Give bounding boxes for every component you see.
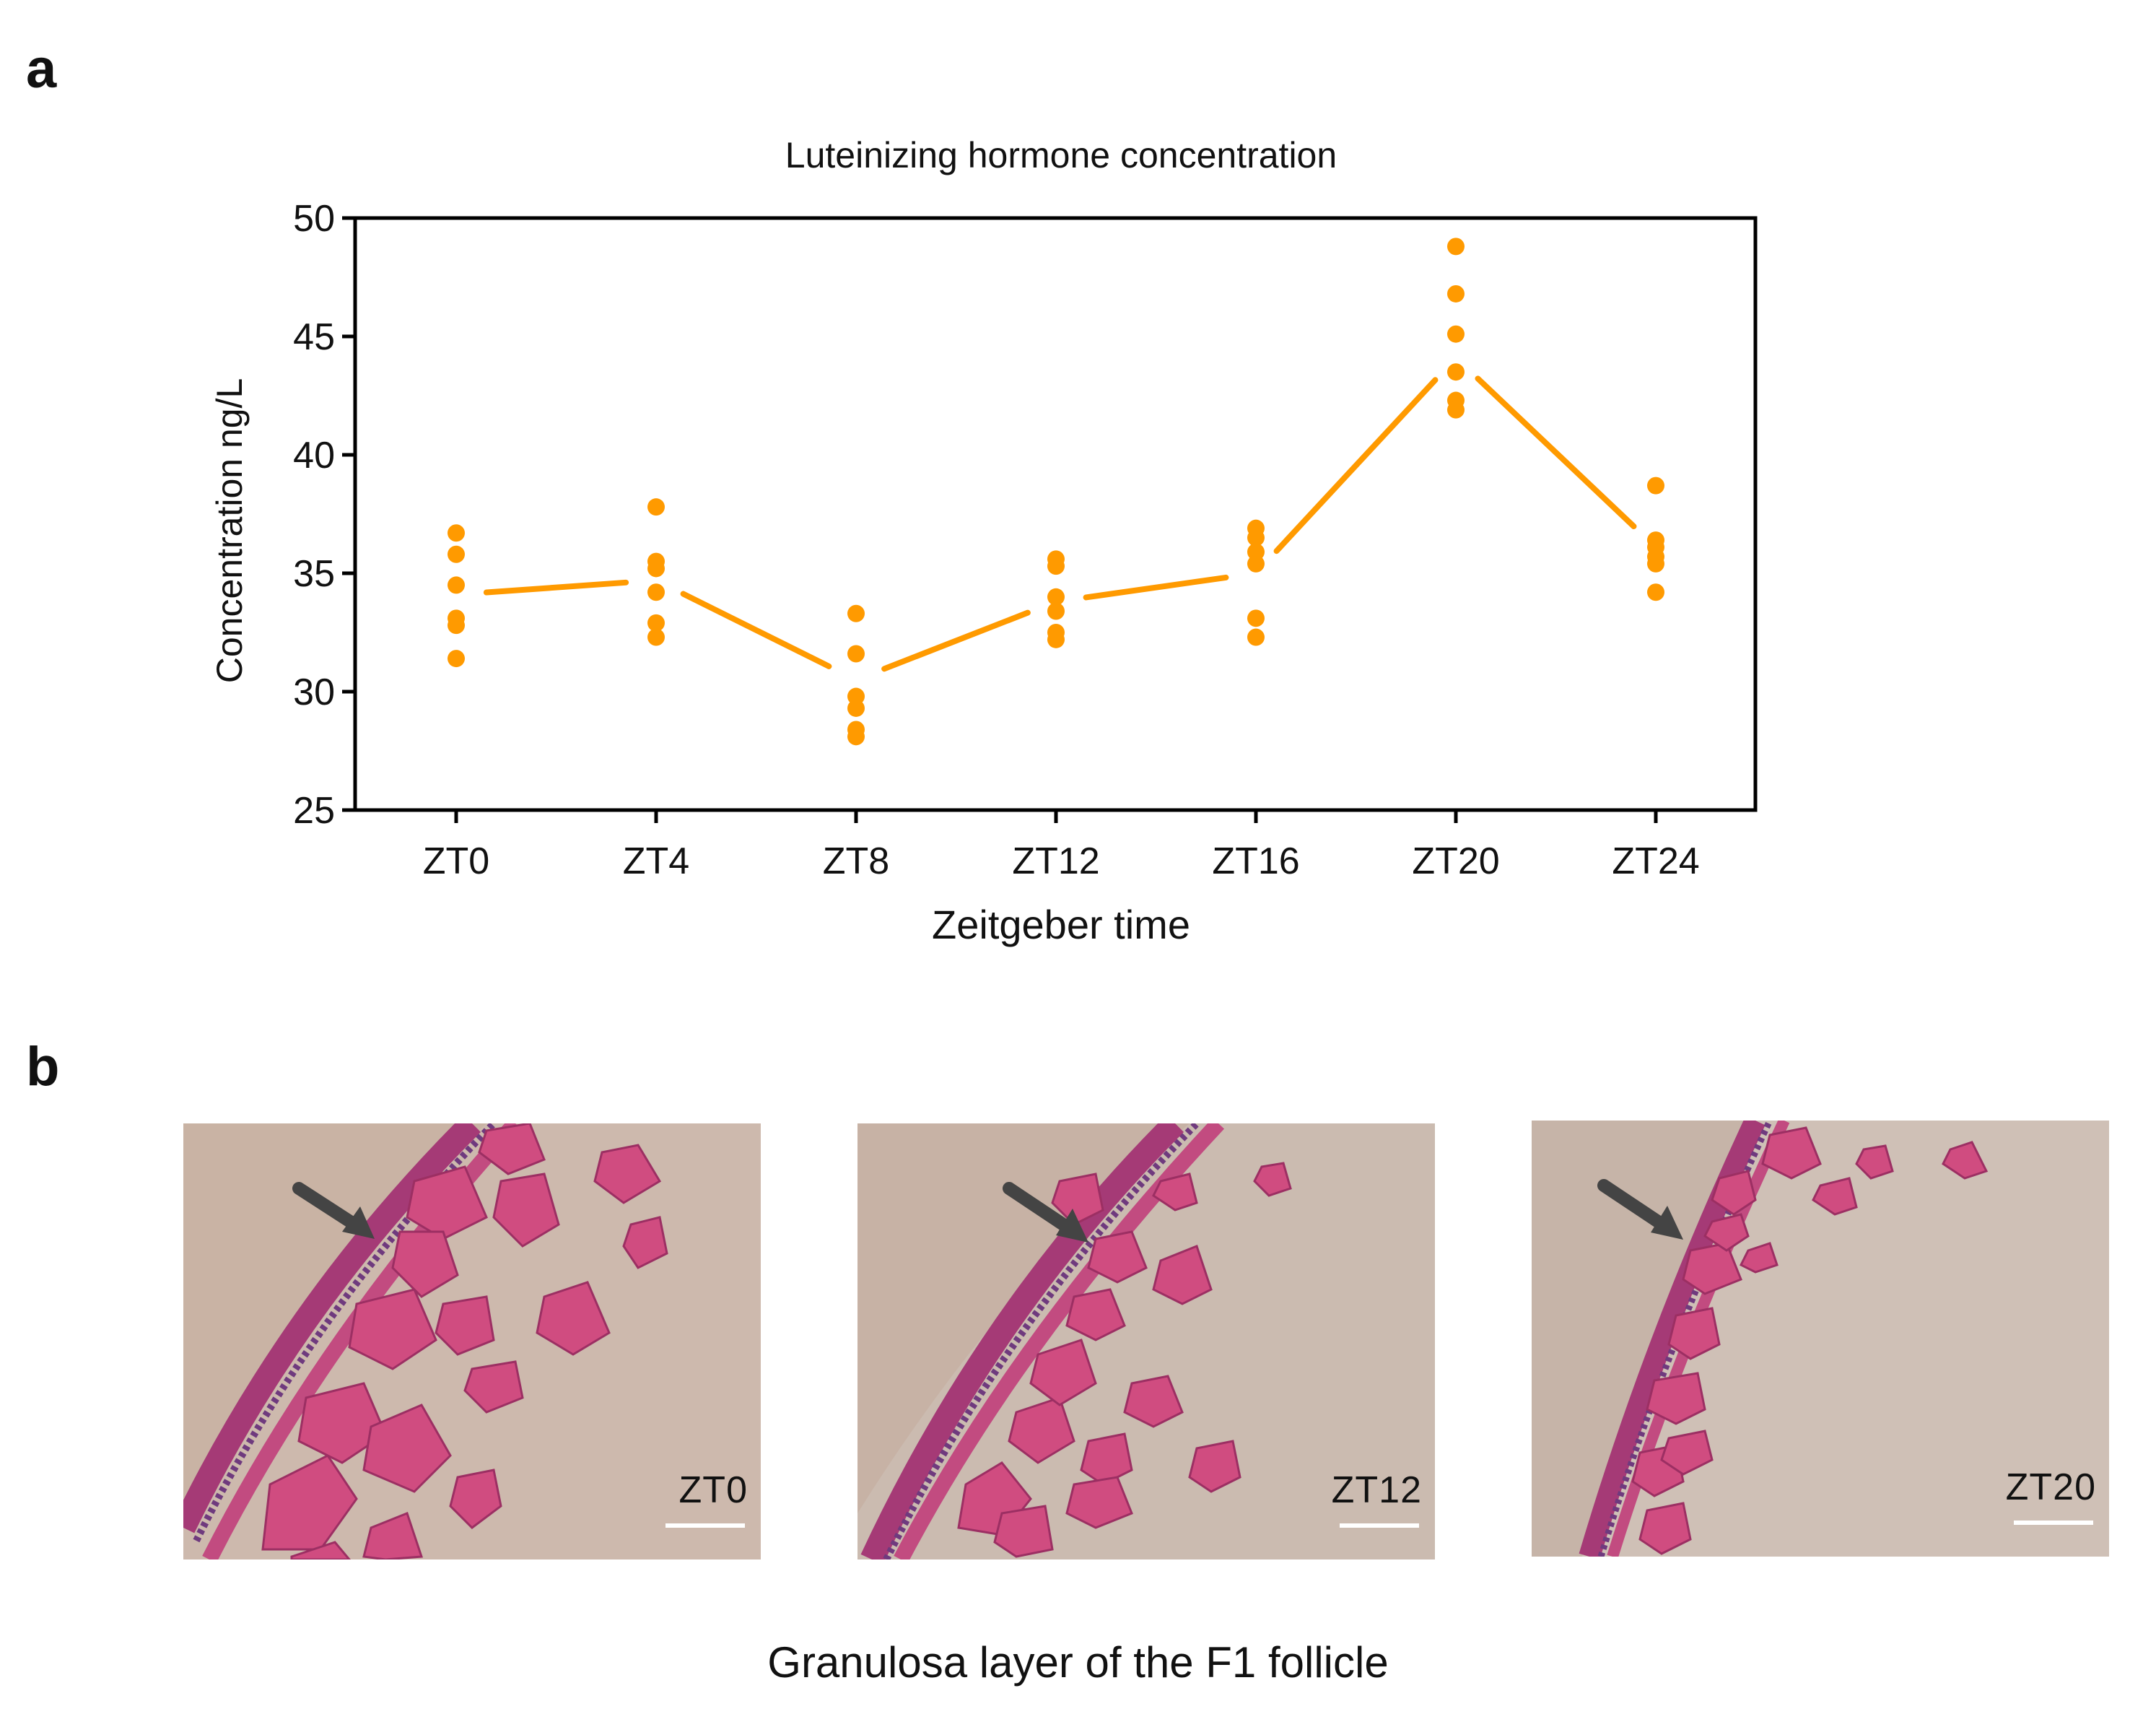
data-point — [1247, 628, 1265, 646]
micrograph-zt20: ZT20 — [1532, 1121, 2109, 1557]
y-tick-label: 30 — [293, 671, 335, 713]
data-point — [448, 545, 465, 563]
y-tick-label: 50 — [293, 198, 335, 240]
micrograph-label: ZT12 — [1331, 1469, 1422, 1511]
y-tick-label: 25 — [293, 790, 335, 832]
data-point — [847, 687, 865, 705]
data-points — [448, 238, 1664, 746]
y-tick-label: 40 — [293, 435, 335, 477]
figure-caption: Granulosa layer of the F1 follicle — [767, 1638, 1389, 1687]
x-tick-label: ZT16 — [1212, 840, 1299, 882]
data-point — [1247, 528, 1265, 547]
data-point — [1047, 602, 1065, 620]
x-tick-label: ZT4 — [623, 840, 689, 882]
mean-line-segment — [1273, 377, 1439, 554]
data-point — [847, 604, 865, 622]
micrograph-label: ZT20 — [2005, 1466, 2096, 1508]
plot-frame — [353, 216, 1758, 812]
data-point — [647, 583, 665, 601]
mean-line-segment — [1475, 375, 1637, 530]
data-point — [647, 628, 665, 646]
data-point — [1247, 554, 1265, 573]
x-tick-label: ZT24 — [1612, 840, 1699, 882]
mean-line-segment — [1083, 574, 1229, 601]
x-tick-label: ZT8 — [823, 840, 889, 882]
micrograph-image — [1532, 1121, 2109, 1557]
data-point — [448, 524, 465, 542]
x-tick-label: ZT0 — [423, 840, 489, 882]
micrograph-zt0: ZT0 — [183, 1123, 761, 1559]
y-axis-label: Concentration ng/L — [209, 378, 250, 684]
data-point — [448, 650, 465, 668]
chart-title: Luteinizing hormone concentration — [785, 135, 1337, 175]
data-point — [1447, 363, 1465, 381]
data-point — [1447, 401, 1465, 419]
mean-line-segment — [483, 579, 629, 596]
scale-bar — [665, 1523, 745, 1528]
data-point — [847, 728, 865, 746]
data-point — [1247, 609, 1265, 627]
data-point — [647, 560, 665, 578]
data-point — [1047, 588, 1065, 606]
data-point — [847, 645, 865, 663]
x-tick-label: ZT20 — [1412, 840, 1499, 882]
scale-bar — [1340, 1523, 1419, 1528]
micrograph-image — [857, 1123, 1435, 1559]
scale-bar — [2014, 1521, 2093, 1525]
data-point — [1047, 557, 1065, 575]
data-point — [448, 617, 465, 635]
data-point — [1647, 583, 1664, 601]
panel-b-label: b — [26, 1036, 60, 1097]
data-point — [647, 498, 665, 516]
micrograph-zt12: ZT12 — [857, 1123, 1435, 1559]
panel-a-label: a — [26, 38, 57, 100]
data-point — [1447, 238, 1465, 256]
micrograph-label: ZT0 — [678, 1469, 748, 1511]
data-point — [847, 699, 865, 717]
data-point — [1247, 543, 1265, 561]
data-point — [1447, 284, 1465, 303]
data-point — [448, 576, 465, 594]
x-axis-label: Zeitgeber time — [932, 902, 1190, 947]
mean-line-segment — [881, 609, 1031, 672]
mean-line-segment — [680, 591, 832, 669]
micrograph-image — [183, 1123, 761, 1559]
mean-lines — [483, 375, 1637, 672]
chart-area: Luteinizing hormone concentration Concen… — [209, 135, 1758, 947]
x-tick-label: ZT12 — [1012, 840, 1099, 882]
data-point — [1647, 554, 1664, 573]
y-ticks: 25 30 35 40 45 50 — [293, 198, 355, 832]
x-ticks: ZT0 ZT4 ZT8 ZT12 ZT16 ZT20 ZT24 — [423, 810, 1700, 882]
y-tick-label: 35 — [293, 553, 335, 595]
data-point — [1047, 630, 1065, 648]
y-tick-label: 45 — [293, 316, 335, 358]
data-point — [1647, 477, 1664, 495]
data-point — [1447, 325, 1465, 343]
data-point — [647, 614, 665, 632]
